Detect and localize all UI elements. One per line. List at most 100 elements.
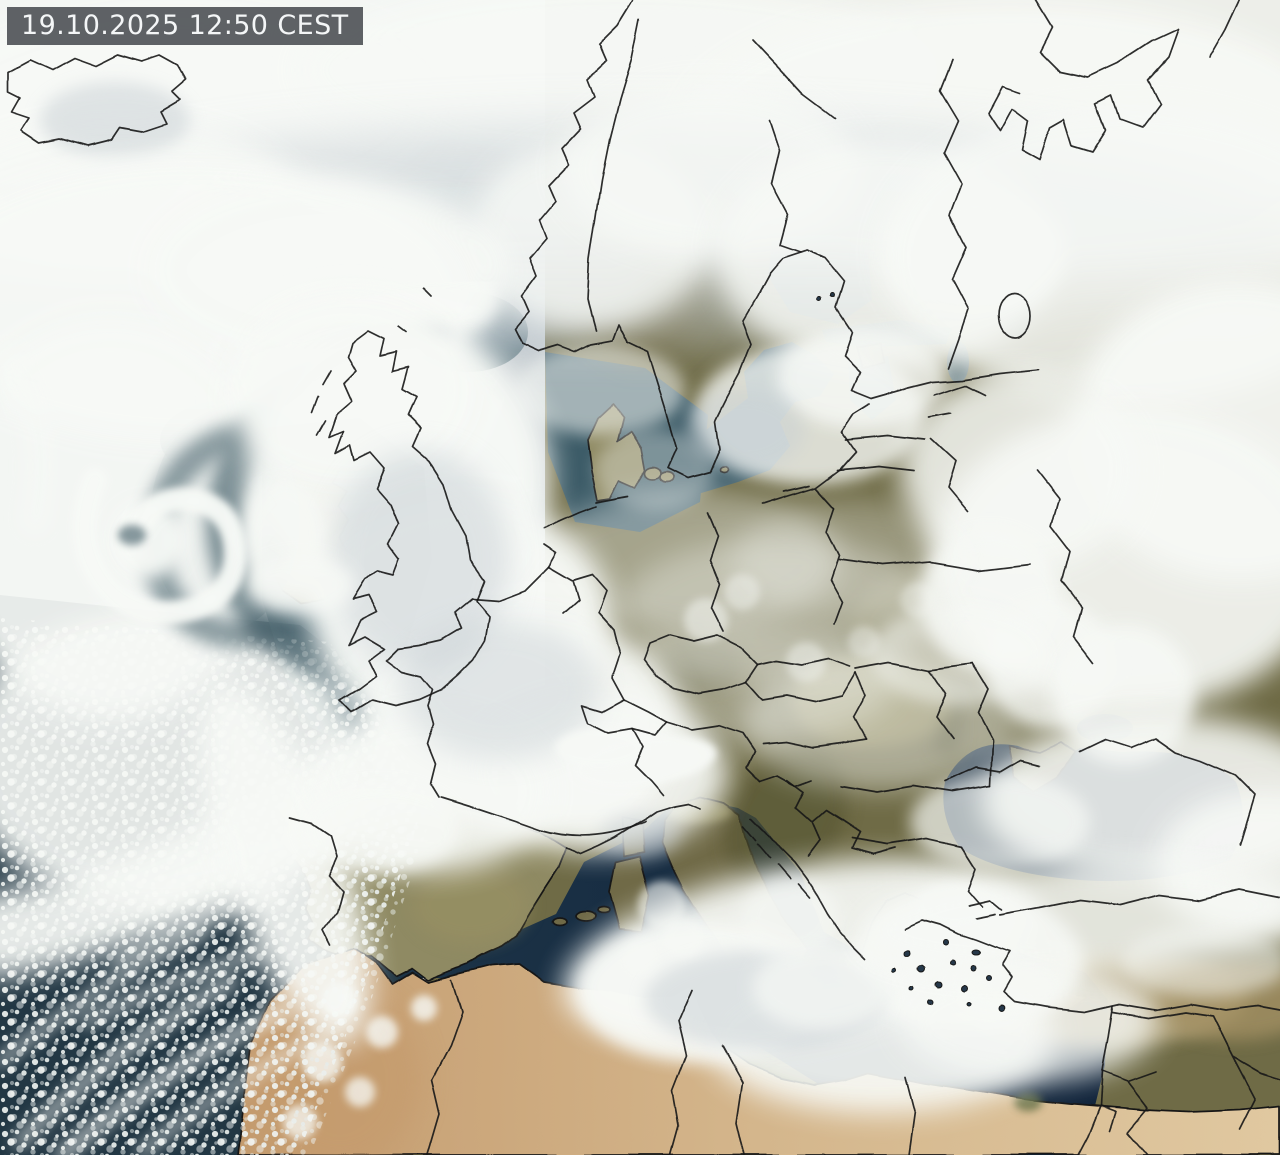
map-shape bbox=[943, 939, 949, 945]
slovakia-hungary-borders bbox=[745, 657, 857, 703]
map-shape bbox=[927, 999, 933, 1005]
map-shape bbox=[664, 918, 704, 958]
middle-east-borders bbox=[1099, 1011, 1280, 1155]
romania-bulgaria-danube-border bbox=[839, 785, 991, 793]
hungary-south-border bbox=[761, 739, 867, 749]
norway-sweden-finland-coastline bbox=[513, 0, 1041, 479]
map-shape bbox=[14, 976, 238, 1148]
sweden-finland-border bbox=[769, 119, 801, 253]
map-shape bbox=[904, 948, 912, 956]
se-spain-plain bbox=[410, 865, 530, 945]
border-overlay bbox=[7, 0, 1280, 1155]
finland-russia-border bbox=[939, 59, 969, 369]
norway-finland-border bbox=[751, 39, 837, 121]
map-shape bbox=[137, 1027, 337, 1155]
hebrides-marks bbox=[311, 369, 331, 435]
kola-white-sea-coastline bbox=[987, 0, 1241, 161]
map-shape bbox=[892, 965, 898, 971]
map-shape bbox=[55, 1005, 289, 1155]
greece-turkey-border bbox=[961, 845, 983, 907]
map-shape bbox=[915, 883, 995, 927]
map-shape bbox=[909, 985, 915, 991]
ibiza bbox=[552, 917, 568, 927]
orkney-shetland-marks bbox=[397, 289, 433, 333]
morocco-algeria-border bbox=[427, 979, 463, 1155]
poland-east-border bbox=[825, 507, 843, 625]
map-shape bbox=[555, 728, 645, 768]
lake-ladoga-outline bbox=[998, 292, 1032, 338]
map-shape bbox=[970, 949, 980, 955]
map-shape bbox=[245, 555, 355, 615]
timestamp-label: 19.10.2025 12:50 CEST bbox=[7, 7, 363, 45]
belarus-russia-border bbox=[931, 439, 969, 513]
balkan-borders bbox=[787, 779, 897, 857]
map-shape bbox=[959, 984, 967, 992]
mallorca bbox=[575, 910, 597, 922]
france-italy-border bbox=[631, 729, 663, 797]
latvia-estonia-border bbox=[845, 435, 927, 441]
netherlands-coastline bbox=[543, 505, 597, 567]
map-shape bbox=[900, 370, 1140, 570]
germany-poland-border bbox=[707, 511, 725, 633]
ukraine-russia-border bbox=[1035, 469, 1095, 663]
dinaric-alps bbox=[723, 748, 849, 888]
algeria-tunisia-border bbox=[669, 989, 693, 1155]
tunisia-libya-border bbox=[721, 1045, 745, 1155]
map-shape bbox=[638, 881, 686, 929]
map-shape bbox=[870, 605, 1050, 705]
map-shape bbox=[411, 995, 437, 1021]
map-shape bbox=[600, 813, 680, 857]
map-shape bbox=[685, 390, 805, 470]
cyclone-inner-swirl bbox=[72, 468, 248, 626]
map-shape bbox=[0, 345, 57, 535]
black-sea-north-coast bbox=[944, 737, 1256, 846]
map-shape bbox=[225, 295, 475, 485]
aegean-north-coast-turkey-coasts bbox=[904, 919, 1280, 1013]
map-shape bbox=[752, 946, 892, 1030]
bulgaria-south-border bbox=[851, 837, 963, 847]
lithuania-latvia-border bbox=[837, 465, 915, 471]
portugal-spain-border bbox=[289, 817, 343, 947]
map-shape bbox=[777, 328, 947, 428]
map-shape bbox=[998, 1004, 1006, 1012]
map-shape bbox=[366, 1016, 398, 1048]
nile-delta bbox=[1014, 1093, 1042, 1111]
baltics-coastline bbox=[761, 403, 871, 509]
libya-egypt-border bbox=[904, 1076, 915, 1155]
norway-sweden-border bbox=[587, 19, 641, 331]
dalmatia-coastline bbox=[751, 817, 865, 959]
dalmatia-island-dashes bbox=[743, 825, 811, 899]
map-shape bbox=[400, 620, 600, 760]
great-britain-coastline bbox=[329, 329, 491, 713]
map-shape bbox=[969, 965, 975, 971]
germany-denmark-border bbox=[595, 495, 629, 503]
map-shape bbox=[918, 964, 926, 972]
belarus-ukraine-border bbox=[837, 559, 1031, 571]
map-shape bbox=[622, 940, 658, 976]
map-shape bbox=[965, 1001, 971, 1007]
map-shape bbox=[724, 574, 760, 610]
switzerland-border-ring bbox=[581, 699, 667, 737]
map-shape bbox=[515, 345, 685, 435]
map-shape bbox=[595, 430, 715, 510]
map-shape bbox=[330, 450, 510, 670]
map-shape bbox=[944, 960, 1064, 1016]
uk-france-cloud-mass bbox=[198, 295, 728, 1045]
map-shape bbox=[910, 774, 1090, 870]
map-shape bbox=[0, 927, 210, 1067]
france-west-coastline bbox=[385, 565, 549, 798]
st-petersburg-coast bbox=[934, 384, 986, 396]
map-shape bbox=[1120, 927, 1280, 997]
map-shape bbox=[949, 959, 955, 965]
cyclone-eye bbox=[118, 525, 146, 545]
benelux-borders bbox=[547, 565, 625, 701]
riviera-coastline bbox=[565, 803, 701, 855]
map-shape bbox=[684, 598, 728, 642]
map-shape bbox=[934, 980, 942, 988]
austria-borders bbox=[665, 721, 761, 783]
romania-east-moldova-borders bbox=[929, 663, 993, 787]
menorca bbox=[597, 906, 611, 914]
